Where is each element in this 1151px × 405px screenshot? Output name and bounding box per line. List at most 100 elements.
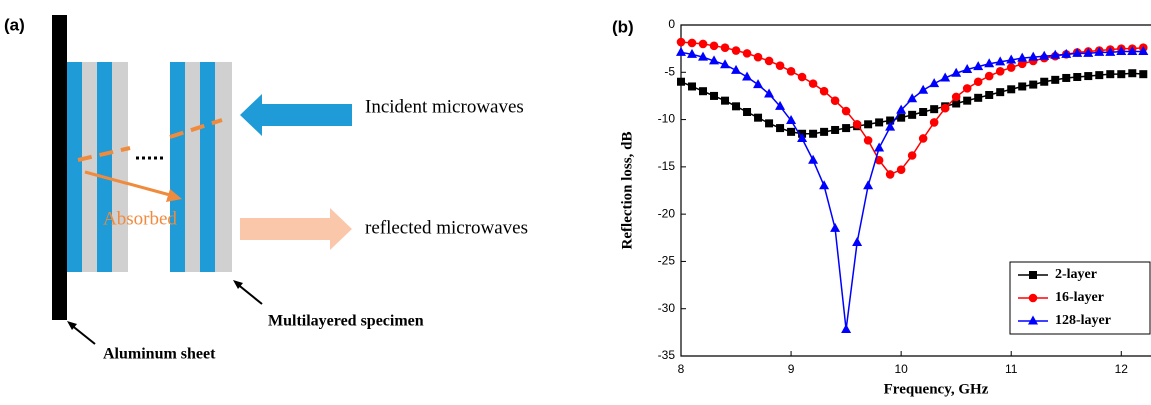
marker: [995, 67, 1005, 76]
x-tick-label: 9: [788, 362, 795, 376]
marker: [764, 88, 775, 98]
marker: [1116, 45, 1127, 55]
marker: [688, 82, 697, 91]
marker: [864, 120, 873, 129]
marker: [973, 77, 983, 87]
marker: [1105, 46, 1116, 56]
absorbed-arrow: [84, 170, 171, 197]
incident-arrow: [240, 94, 352, 136]
marker: [973, 61, 984, 71]
marker: [742, 49, 752, 58]
y-tick-label: -5: [664, 64, 675, 78]
marker: [885, 121, 896, 131]
marker: [677, 77, 685, 86]
marker: [841, 106, 851, 116]
marker: [962, 63, 973, 73]
marker: [809, 129, 818, 138]
marker: [786, 115, 797, 125]
marker: [951, 67, 962, 77]
marker: [1083, 47, 1094, 57]
marker: [1040, 77, 1049, 86]
panel-label: (b): [612, 17, 634, 36]
axes: [680, 24, 1151, 357]
marker: [819, 180, 830, 190]
series-line: [680, 72, 1144, 135]
marker: [687, 38, 697, 48]
legend-label: 2-layer: [1055, 267, 1097, 282]
marker: [831, 125, 840, 134]
y-tick-label: -10: [658, 112, 676, 126]
marker: [787, 127, 796, 136]
marker: [929, 78, 940, 88]
layer: [215, 62, 232, 272]
marker: [974, 93, 983, 102]
panel-label: (a): [4, 15, 25, 34]
marker: [918, 84, 929, 94]
marker: [940, 72, 951, 82]
marker: [742, 71, 753, 81]
x-tick-label: 8: [678, 362, 685, 376]
marker: [940, 103, 950, 113]
marker: [929, 118, 939, 127]
marker: [1095, 71, 1104, 80]
marker: [830, 96, 840, 105]
layer: [185, 62, 200, 272]
dashed-path: [77, 146, 131, 162]
marker: [996, 88, 1005, 97]
marker: [842, 124, 851, 133]
marker: [1028, 293, 1038, 303]
label: Incident microwaves: [365, 96, 524, 117]
y-tick-label: -30: [658, 301, 676, 315]
marker: [985, 90, 994, 99]
marker: [1029, 80, 1038, 89]
marker: [908, 110, 917, 119]
aluminum-sheet: [52, 15, 67, 320]
marker: [797, 72, 807, 82]
marker: [1006, 54, 1017, 64]
legend-label: 128-layer: [1055, 313, 1111, 328]
x-tick-label: 12: [1115, 362, 1129, 376]
marker: [1127, 45, 1138, 55]
layer: [170, 62, 185, 272]
marker: [1128, 69, 1137, 78]
marker: [930, 105, 939, 114]
layer: [82, 62, 97, 272]
marker: [984, 71, 994, 81]
marker: [1018, 82, 1027, 91]
marker: [1028, 51, 1039, 61]
marker: [676, 37, 686, 47]
y-tick-label: -25: [658, 254, 676, 268]
marker: [786, 67, 796, 76]
layer: [112, 62, 128, 272]
marker: [951, 92, 961, 102]
marker: [907, 93, 918, 103]
marker: [1139, 70, 1148, 79]
layer: [200, 62, 215, 272]
marker: [907, 151, 917, 160]
y-tick-label: 0: [668, 17, 675, 31]
marker: [896, 104, 907, 114]
marker: [919, 108, 928, 117]
y-tick-label: -15: [658, 159, 676, 173]
marker: [709, 41, 719, 51]
marker: [710, 91, 719, 100]
marker: [1007, 85, 1016, 94]
marker: [897, 113, 906, 122]
marker: [1006, 63, 1016, 72]
marker: [863, 136, 873, 145]
marker: [984, 58, 995, 68]
marker: [1039, 50, 1050, 60]
marker: [952, 99, 961, 108]
marker: [1084, 72, 1093, 81]
marker: [852, 120, 862, 129]
marker: [765, 119, 774, 128]
marker: [720, 43, 730, 52]
marker: [1073, 73, 1082, 82]
marker: [863, 180, 874, 190]
label: Aluminum sheet: [103, 346, 216, 363]
x-axis-label: Frequency, GHz: [884, 381, 989, 397]
arrow-head: [233, 280, 243, 289]
marker: [731, 64, 742, 74]
marker: [808, 79, 818, 88]
